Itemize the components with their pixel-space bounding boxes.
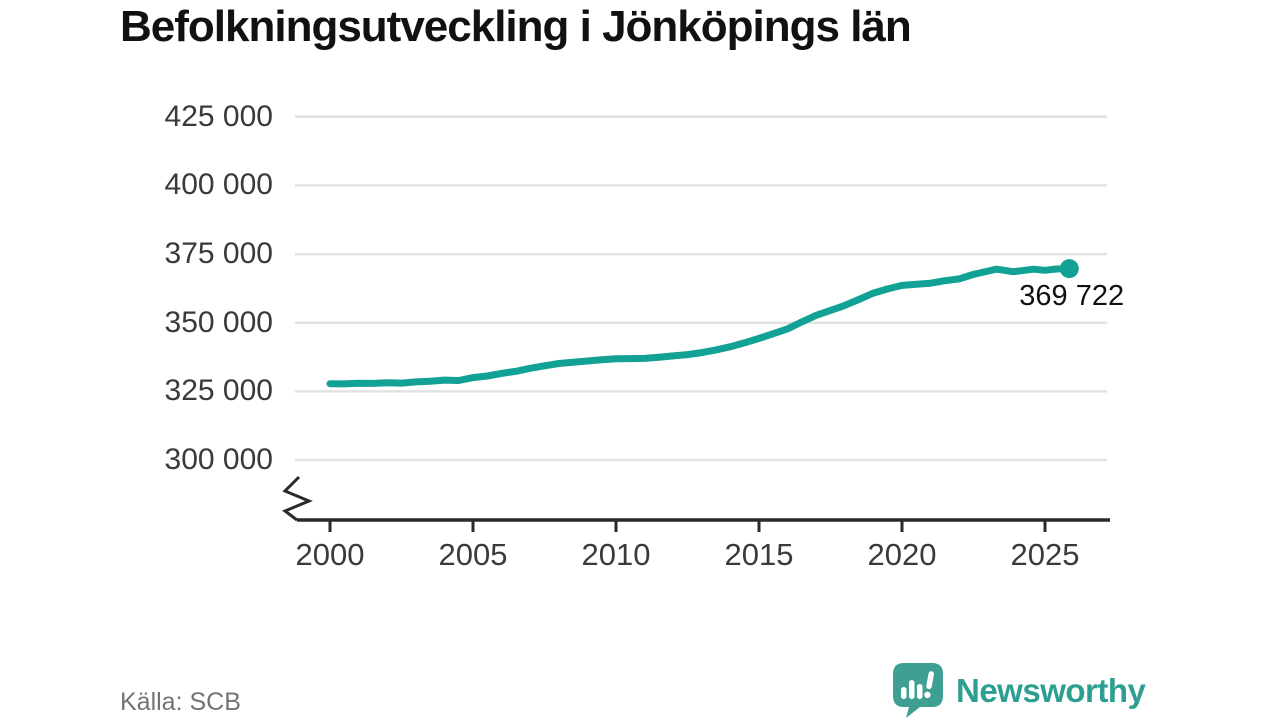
newsworthy-branding: Newsworthy (893, 663, 1146, 718)
chart-title: Befolkningsutveckling i Jönköpings län (120, 2, 912, 51)
newsworthy-wordmark: Newsworthy (956, 671, 1146, 709)
source-note: Källa: SCB (120, 688, 241, 716)
y-axis-break-icon (282, 475, 313, 522)
x-tick-label: 2000 (295, 537, 365, 572)
x-tick-label: 2010 (581, 537, 651, 572)
x-tick-label: 2005 (438, 537, 508, 572)
end-point-marker (1059, 259, 1079, 279)
x-axis-ticks (328, 520, 1047, 532)
x-tick-label: 2020 (867, 537, 937, 572)
gridlines (295, 115, 1107, 462)
y-tick-label: 350 000 (164, 306, 273, 339)
end-value-label: 369 722 (1019, 279, 1125, 312)
y-tick-label: 300 000 (164, 443, 273, 476)
y-tick-label: 325 000 (164, 374, 273, 407)
x-tick-label: 2015 (724, 537, 794, 572)
newsworthy-logo-icon (893, 663, 943, 718)
y-tick-label: 400 000 (164, 168, 273, 201)
y-tick-label: 375 000 (164, 237, 273, 270)
x-tick-label: 2025 (1010, 537, 1080, 572)
population-line (326, 265, 1073, 388)
y-tick-label: 425 000 (164, 100, 273, 133)
